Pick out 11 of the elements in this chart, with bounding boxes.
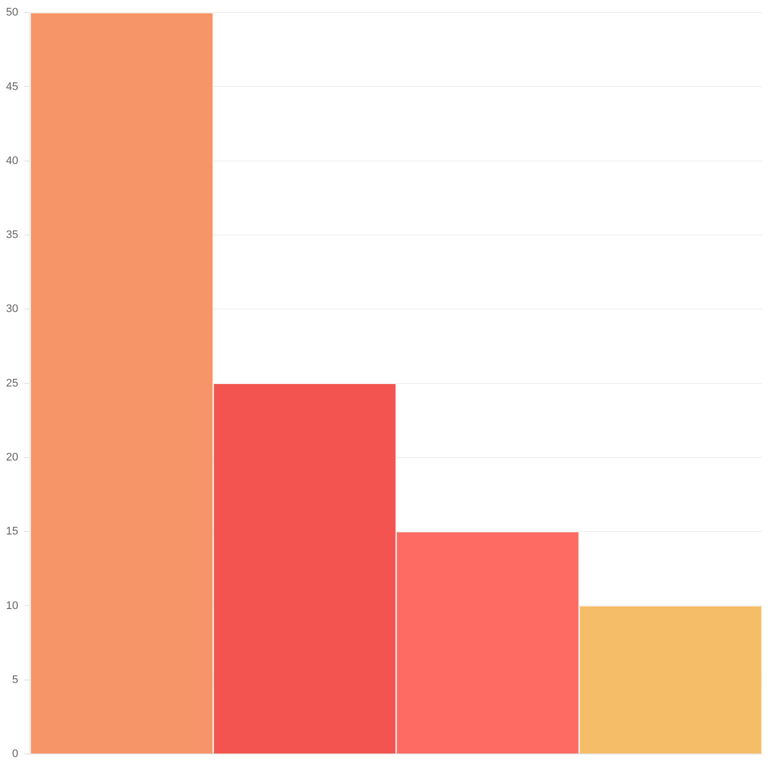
y-tick-label: 5 <box>12 674 18 686</box>
y-tick-label: 0 <box>12 748 18 760</box>
y-tick-label: 50 <box>6 6 18 19</box>
y-tick-label: 35 <box>6 229 18 242</box>
y-tick-label: 20 <box>6 451 18 464</box>
y-tick-label: 15 <box>6 526 18 538</box>
y-tick-label: 40 <box>6 154 18 167</box>
y-tick-label: 25 <box>6 377 18 390</box>
y-tick-label: 10 <box>6 600 18 612</box>
y-tick-label: 45 <box>6 80 18 93</box>
y-tick-label: 30 <box>6 303 18 316</box>
